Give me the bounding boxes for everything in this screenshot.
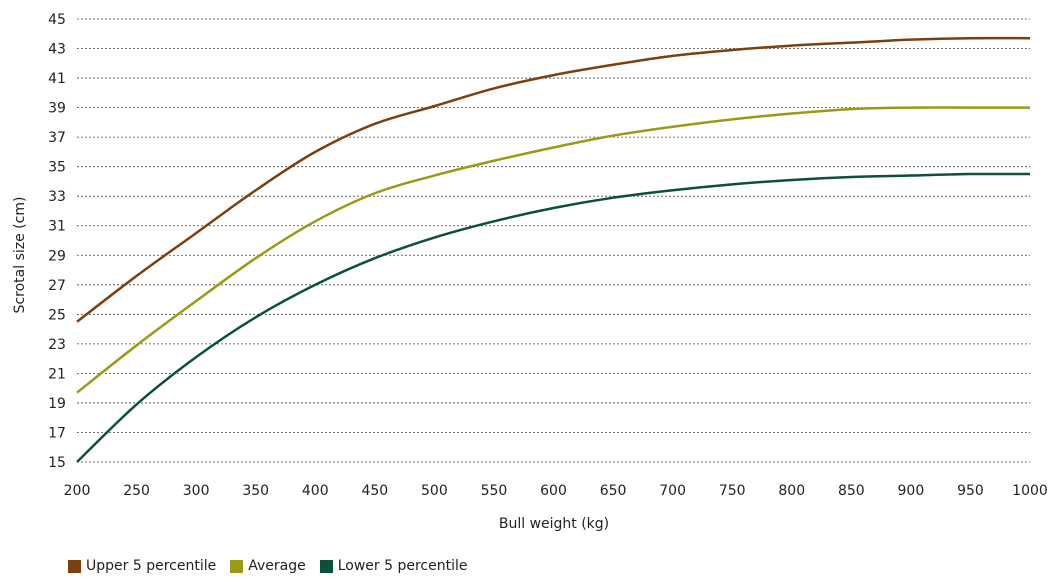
x-tick-label: 450 [361,483,388,499]
y-tick-label: 15 [48,455,66,471]
series-line-average [76,106,1030,394]
legend-label: Lower 5 percentile [337,558,468,574]
series-line-lower-5-percentile [76,172,1031,463]
x-tick-label: 700 [659,483,686,499]
x-tick-label: 750 [719,483,746,499]
y-tick-label: 45 [48,12,66,28]
series-lines [76,36,1031,463]
y-tick-label: 31 [48,219,66,235]
legend-swatch [319,559,333,573]
y-tick-label: 23 [48,337,66,353]
y-tick-label: 35 [48,160,66,176]
x-tick-label: 800 [778,483,805,499]
x-tick-label: 850 [838,483,865,499]
x-tick-label: 300 [183,483,210,499]
y-tick-labels: 15 17 19 21 23 25 27 29 31 33 35 37 39 41 43 45 [48,12,66,471]
line-chart: 15 17 19 21 23 25 27 29 31 33 35 37 39 41 43 45 200 250 3… [12,12,1048,532]
x-tick-label: 600 [540,483,567,499]
x-tick-label: 350 [242,483,269,499]
legend-swatch [230,559,244,573]
series-line-upper-5-percentile [76,36,1031,323]
y-tick-label: 43 [48,42,66,58]
x-tick-label: 250 [123,483,150,499]
y-tick-label: 29 [48,248,66,264]
x-tick-labels: 200 250 300 350 400 450 500 550 600 650 700 750 800 8… [64,483,1048,499]
y-tick-label: 19 [48,396,66,412]
y-tick-label: 41 [48,71,66,87]
x-axis-title: Bull weight (kg) [499,516,609,532]
y-tick-label: 27 [48,278,66,294]
x-tick-label: 200 [64,483,91,499]
x-tick-label: 1000 [1012,483,1048,499]
legend-label: Upper 5 percentile [86,558,217,574]
legend-item: Lower 5 percentile [319,558,468,574]
y-tick-label: 33 [48,189,66,205]
y-axis-title: Scrotal size (cm) [12,197,28,314]
legend-item: Upper 5 percentile [68,558,216,574]
legend: Upper 5 percentile Average Lower 5 percent… [68,558,467,574]
legend-item: Average [230,558,306,574]
y-tick-label: 39 [48,101,66,117]
x-tick-label: 500 [421,483,448,499]
legend-label: Average [248,558,306,574]
x-tick-label: 400 [302,483,329,499]
y-tick-label: 17 [48,425,66,441]
y-tick-label: 37 [48,130,66,146]
grid-lines [77,18,1030,463]
legend-swatch [68,559,81,573]
x-tick-label: 900 [898,483,925,499]
y-tick-label: 21 [48,366,66,382]
x-tick-label: 650 [600,483,627,499]
y-tick-label: 25 [48,307,66,323]
x-tick-label: 550 [481,483,508,499]
x-tick-label: 950 [957,483,984,499]
